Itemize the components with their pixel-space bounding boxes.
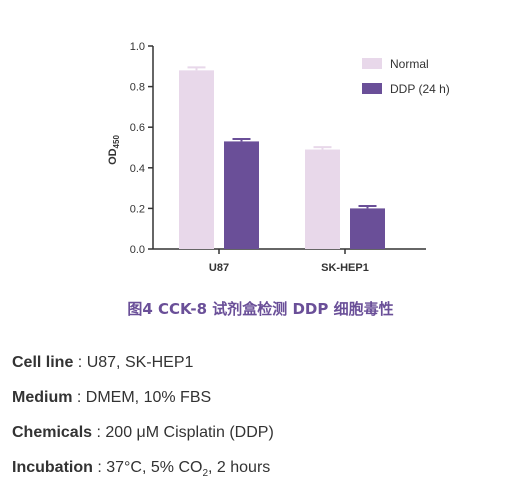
x-tick-label: U87 [209,262,229,274]
info-chemicals: Chemicals : 200 μM Cisplatin (DDP) [12,424,274,441]
bar-chart: 0.0 0.2 0.4 0.6 0.8 1.0 OD450 U87 SK-HEP1 Normal… [107,41,450,274]
info-value: DMEM, 10% FBS [85,389,212,406]
info-incubation: Incubation : 37°C, 5% CO2, 2 hours [12,459,271,480]
legend-swatch [362,58,382,69]
x-tick-label: SK-HEP1 [321,262,369,274]
info-cell-line: Cell line : U87, SK-HEP1 [12,354,194,371]
info-label: Medium [12,389,73,406]
info-value: U87, SK-HEP1 [86,354,194,371]
bar [305,149,340,249]
y-axis-label: OD450 [107,135,121,165]
bar [350,208,385,249]
legend-label: DDP (24 h) [390,82,450,96]
bar [224,141,259,249]
info-label: Cell line [12,354,74,371]
info-label: Chemicals [12,424,93,441]
y-tick-label: 1.0 [130,41,145,53]
bar [179,70,214,249]
legend-label: Normal [390,57,429,71]
y-tick-label: 0.4 [130,163,145,175]
legend-swatch [362,83,382,94]
figure-caption: 图4 CCK-8 试剂盒检测 DDP 细胞毒性 [127,300,394,318]
y-tick-label: 0.2 [130,203,145,215]
info-medium: Medium : DMEM, 10% FBS [12,389,212,406]
y-tick-label: 0.6 [130,122,145,134]
y-tick-label: 0.8 [130,82,145,94]
info-value: 37°C, 5% CO [106,459,203,476]
chart-legend: Normal DDP (24 h) [362,57,450,96]
info-label: Incubation [12,459,93,476]
chart-bars [179,66,385,249]
info-value: 200 μM Cisplatin (DDP) [105,424,274,441]
y-tick-label: 0.0 [130,244,145,256]
